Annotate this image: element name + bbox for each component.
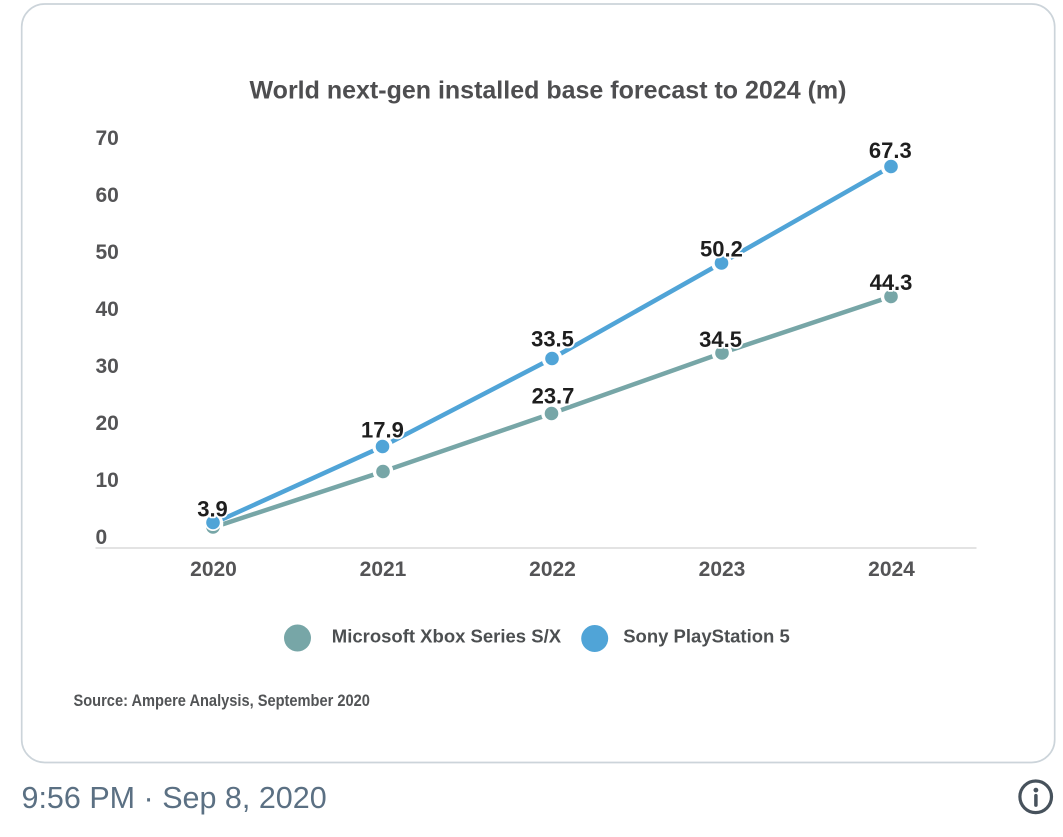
svg-text:2023: 2023 <box>699 558 746 581</box>
svg-text:67.3: 67.3 <box>869 138 912 163</box>
svg-text:40: 40 <box>96 298 119 321</box>
svg-text:2022: 2022 <box>529 558 576 581</box>
svg-text:50.2: 50.2 <box>700 237 743 262</box>
svg-text:20: 20 <box>96 412 119 435</box>
svg-text:0: 0 <box>96 526 108 549</box>
svg-text:2020: 2020 <box>190 558 237 581</box>
svg-text:Microsoft Xbox Series S/X: Microsoft Xbox Series S/X <box>332 625 562 646</box>
svg-text:10: 10 <box>96 469 119 492</box>
svg-text:World next-gen installed base: World next-gen installed base forecast t… <box>250 77 847 105</box>
svg-text:Source: Ampere Analysis, Septe: Source: Ampere Analysis, September 2020 <box>74 691 370 710</box>
svg-text:9:56 PM · Sep 8, 2020: 9:56 PM · Sep 8, 2020 <box>22 781 327 815</box>
svg-text:60: 60 <box>96 184 119 207</box>
svg-text:70: 70 <box>96 127 119 150</box>
svg-text:17.9: 17.9 <box>361 418 404 443</box>
svg-text:33.5: 33.5 <box>531 327 574 352</box>
svg-text:2021: 2021 <box>360 558 407 581</box>
svg-text:2024: 2024 <box>868 558 915 581</box>
svg-text:50: 50 <box>96 241 119 264</box>
svg-text:34.5: 34.5 <box>699 327 742 352</box>
svg-text:30: 30 <box>96 355 119 378</box>
svg-text:3.9: 3.9 <box>197 496 228 521</box>
svg-text:44.3: 44.3 <box>870 270 913 295</box>
svg-text:Sony PlayStation 5: Sony PlayStation 5 <box>623 625 790 646</box>
svg-text:23.7: 23.7 <box>532 384 575 409</box>
